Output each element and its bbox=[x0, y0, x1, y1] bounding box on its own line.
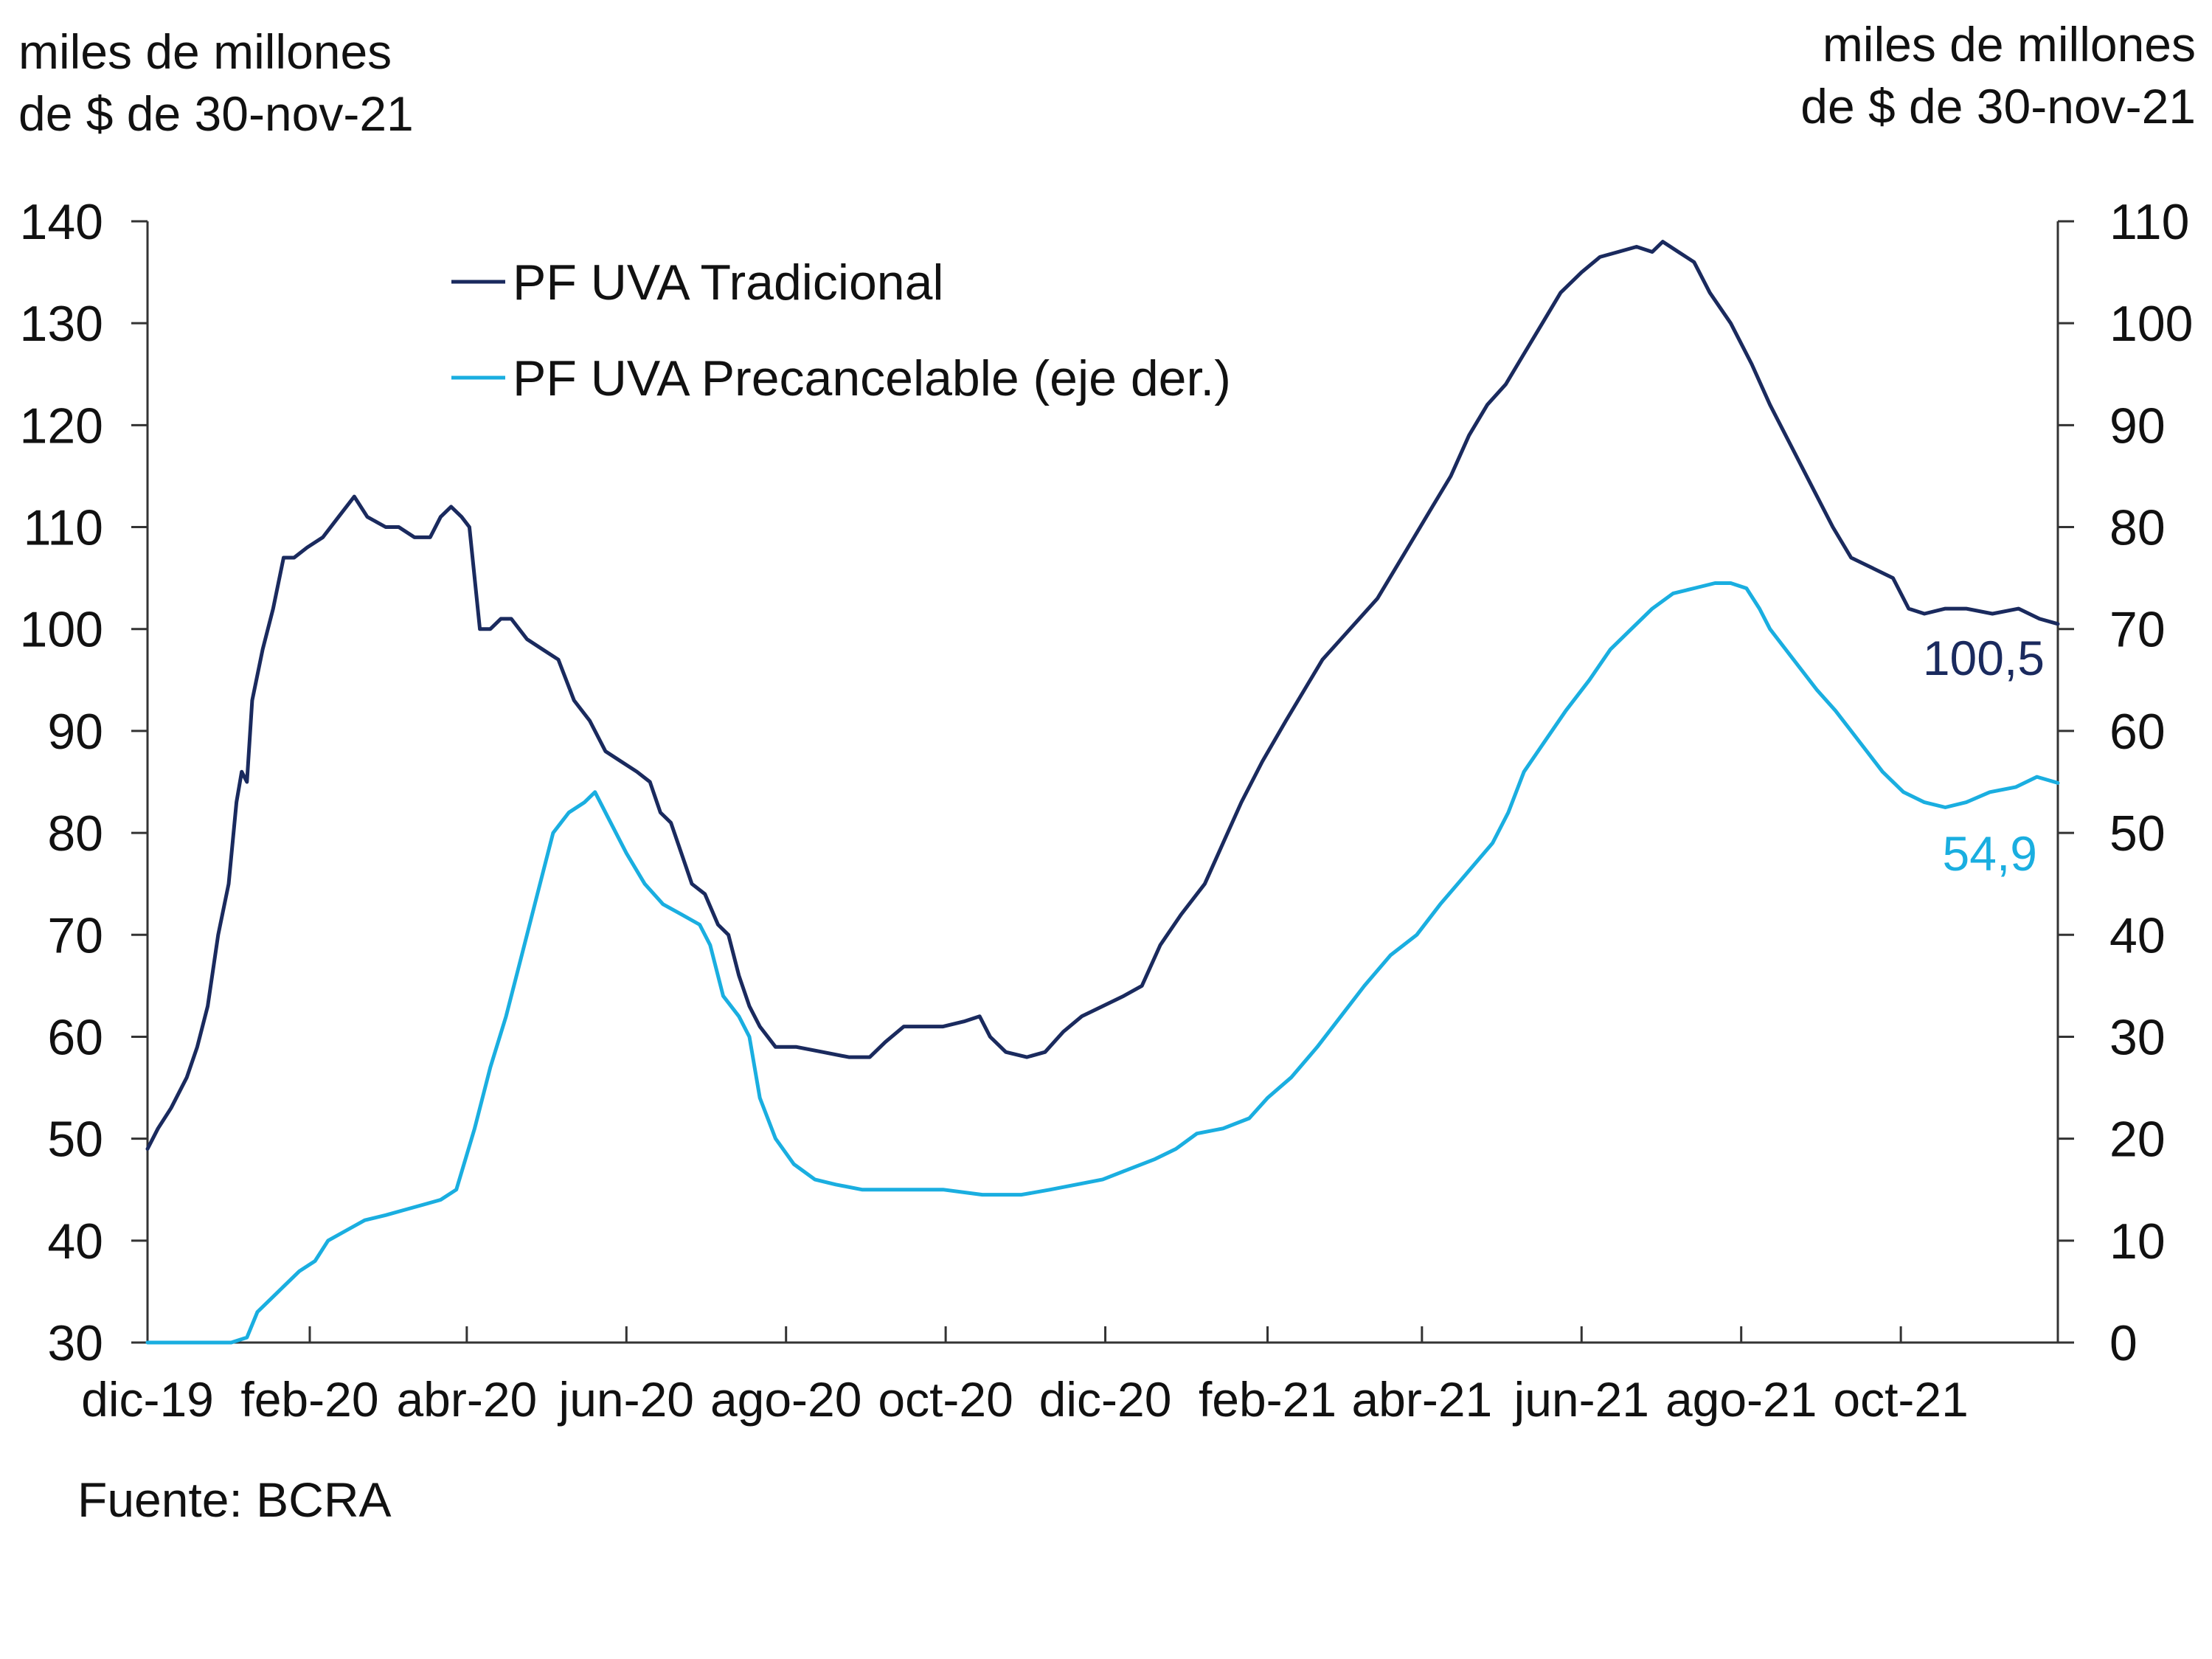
left-y-tick-label: 100 bbox=[20, 602, 103, 658]
end-label-precancelable: 54,9 bbox=[1943, 826, 2037, 881]
right-axis-unit-line1: miles de millones bbox=[1822, 17, 2196, 72]
left-y-tick-label: 50 bbox=[47, 1112, 103, 1168]
left-y-tick-label: 110 bbox=[24, 500, 103, 556]
x-tick-label: ago-21 bbox=[1665, 1372, 1817, 1427]
x-tick-label: oct-20 bbox=[878, 1372, 1013, 1427]
source-note: Fuente: BCRA bbox=[77, 1472, 392, 1527]
x-tick-label: feb-21 bbox=[1199, 1372, 1336, 1427]
chart-end-labels: 100,5 54,9 bbox=[1923, 631, 2045, 881]
left-y-tick-label: 130 bbox=[20, 296, 103, 352]
legend-label-precancelable: PF UVA Precancelable (eje der.) bbox=[513, 350, 1231, 406]
x-tick-label: feb-20 bbox=[240, 1372, 378, 1427]
right-y-tick-label: 100 bbox=[2109, 296, 2193, 352]
series-line-precancelable bbox=[145, 581, 2060, 1345]
right-y-tick-label: 50 bbox=[2109, 806, 2166, 862]
right-y-tick-label: 30 bbox=[2109, 1009, 2166, 1065]
right-axis-unit: miles de millones de $ de 30-nov-21 bbox=[1800, 13, 2196, 137]
x-tick-label: dic-20 bbox=[1039, 1372, 1172, 1427]
right-y-tick-label: 20 bbox=[2109, 1112, 2166, 1168]
left-y-tick-label: 60 bbox=[47, 1009, 103, 1065]
left-axis-unit-line2: de $ de 30-nov-21 bbox=[18, 86, 414, 141]
right-y-tick-label: 40 bbox=[2109, 907, 2166, 963]
x-tick-label: jun-20 bbox=[558, 1372, 694, 1427]
end-label-tradicional: 100,5 bbox=[1923, 631, 2045, 685]
left-y-tick-label: 30 bbox=[47, 1315, 103, 1371]
right-y-tick-label: 70 bbox=[2109, 602, 2166, 658]
right-y-tick-label: 90 bbox=[2109, 398, 2166, 454]
x-tick-label: ago-20 bbox=[710, 1372, 862, 1427]
chart-axes: 30 40 50 60 70 80 90 100 110 120 130 140 0 10 20 30 40 50… bbox=[20, 194, 2194, 1427]
left-y-tick-label: 90 bbox=[47, 704, 103, 760]
legend-label-tradicional: PF UVA Tradicional bbox=[513, 254, 944, 311]
left-y-tick-label: 140 bbox=[20, 194, 103, 250]
x-tick-label: oct-21 bbox=[1833, 1372, 1968, 1427]
right-y-tick-label: 0 bbox=[2109, 1315, 2138, 1371]
x-tick-label: jun-21 bbox=[1513, 1372, 1649, 1427]
left-y-tick-label: 80 bbox=[47, 806, 103, 862]
right-y-tick-label: 110 bbox=[2109, 194, 2189, 250]
left-y-tick-label: 120 bbox=[20, 398, 103, 454]
series-line-tradicional bbox=[145, 240, 2060, 1151]
x-tick-label: dic-19 bbox=[81, 1372, 214, 1427]
right-y-tick-label: 10 bbox=[2109, 1213, 2166, 1270]
chart-series bbox=[145, 240, 2060, 1345]
right-y-tick-label: 60 bbox=[2109, 704, 2166, 760]
chart-legend: PF UVA Tradicional PF UVA Precancelable (… bbox=[451, 254, 1231, 406]
left-y-tick-label: 40 bbox=[47, 1213, 103, 1270]
left-axis-unit-line1: miles de millones bbox=[18, 24, 392, 79]
left-y-tick-label: 70 bbox=[47, 907, 103, 963]
left-axis-unit: miles de millones de $ de 30-nov-21 bbox=[18, 21, 414, 145]
x-tick-label: abr-21 bbox=[1351, 1372, 1492, 1427]
right-y-tick-label: 80 bbox=[2109, 500, 2166, 556]
x-tick-label: abr-20 bbox=[396, 1372, 537, 1427]
right-axis-unit-line2: de $ de 30-nov-21 bbox=[1800, 79, 2196, 134]
